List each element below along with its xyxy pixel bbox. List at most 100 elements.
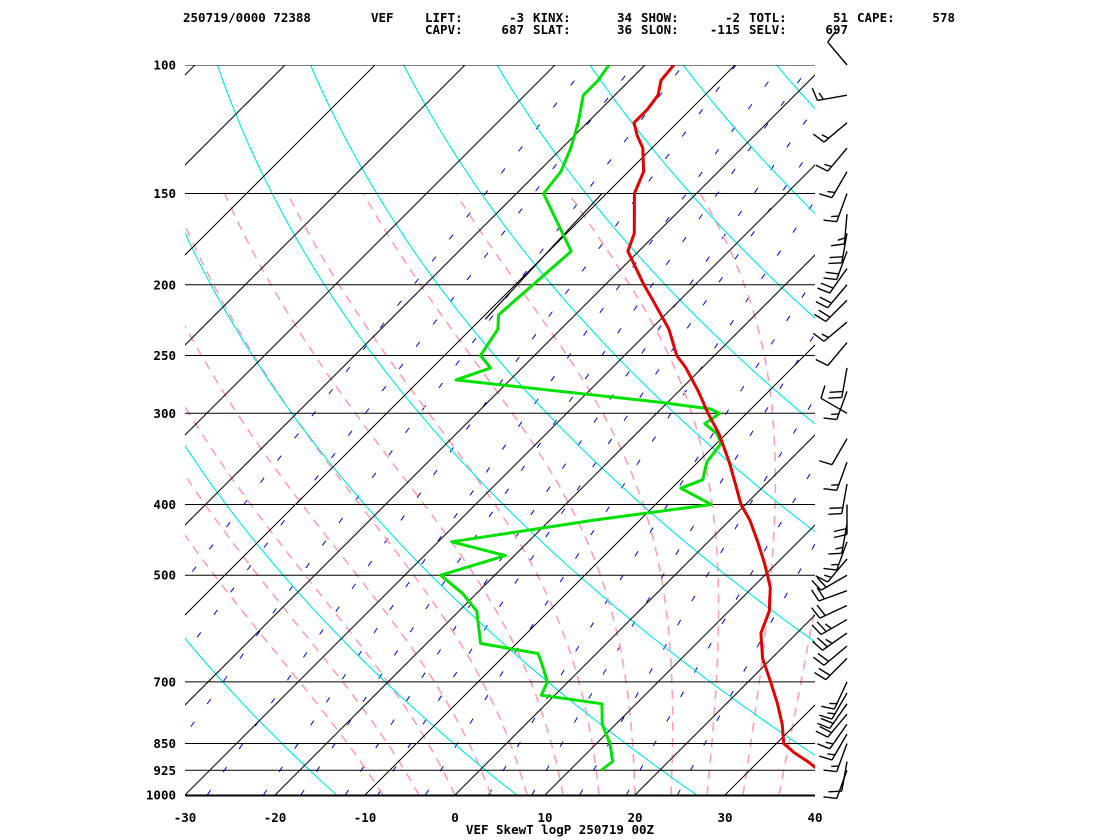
moist-adiabats [185,193,815,795]
isotherm-line [0,65,105,795]
isotherm-line [0,65,15,795]
temperature-tick-label: 0 [451,810,459,825]
moist-adiabat [362,193,636,795]
wind-barb [819,692,848,720]
isotherm-line [274,254,815,795]
wind-barb [823,541,848,571]
moist-adiabat [223,193,564,795]
mixing-ratio-line [424,199,815,795]
dry-adiabat [0,65,157,795]
pressure-tick-label: 850 [153,736,176,751]
mixing-ratio-line [185,65,684,736]
wind-barb [819,438,848,466]
pressure-tick-label: 300 [153,406,176,421]
header-field: 578 [932,10,955,25]
mixing-ratio-line [344,107,815,795]
header-field: -2 [724,10,740,25]
dry-adiabat [309,65,815,643]
wind-barb [811,604,848,619]
wind-barb [833,504,848,539]
wind-barb [815,147,848,172]
isotherm-line [185,65,556,436]
wind-barb [817,268,848,294]
mixing-ratio-line [377,144,815,795]
moist-adiabat [455,193,674,795]
wind-barbs [810,30,848,800]
header-field: LIFT: [425,10,463,25]
isotherm-line [634,614,815,795]
wind-barb [823,251,848,281]
isotherm-line [185,65,286,166]
mixing-ratio-line [579,397,815,795]
header-field: SLON: [641,22,679,37]
profiles [439,65,815,772]
dry-adiabat [870,65,1120,795]
temperature-tick-label: 40 [807,810,822,825]
header-field: 51 [832,10,848,25]
isotherm-line [364,344,815,795]
mixing-ratio-lines [185,65,815,795]
isotherm-line [454,434,815,795]
x-axis-label: VEF SkewT logP 250719 00Z [466,822,655,837]
dry-adiabat [682,65,815,215]
pressure-tick-label: 400 [153,497,176,512]
wind-barb [817,703,848,730]
parcel-segment [484,193,603,320]
wind-barb [811,87,848,102]
header-field: TOTL: [749,10,787,25]
header-field: KINX: [533,10,571,25]
wind-barb [815,558,848,583]
moist-adiabat [185,405,456,795]
header-field: 34 [616,10,632,25]
mixing-ratio-line [300,65,812,795]
isotherm-line [905,65,1120,795]
temperature-tick-label: 10 [537,810,552,825]
header-field: CAPE: [857,10,895,25]
dry-adiabat [589,65,815,319]
mixing-ratio-line [677,542,815,795]
moist-adiabat [185,323,492,795]
wind-barb [828,233,848,265]
dry-adiabats [0,65,1120,795]
header-field: SHOW: [641,10,679,25]
moist-adiabat [185,473,420,795]
wind-barb [827,30,848,66]
isotherm-line [185,74,815,706]
moist-adiabat [568,193,720,795]
isotherm-line [185,65,736,616]
isotherm-line [185,65,646,526]
pressure-tick-label: 150 [153,186,176,201]
isotherm-line [185,65,376,256]
dry-adiabat [185,231,698,795]
wind-barb [815,713,848,738]
wind-barb [823,461,848,492]
pressure-tick-labels: 100 150 200 250 300 400 500 700 850 925 1000 [146,58,176,803]
isotherms [0,65,1120,795]
header-field: 697 [825,22,848,37]
wind-barb [811,618,848,636]
wind-barb [821,681,848,710]
isobars [185,65,815,795]
temperature-tick-label: -10 [354,810,377,825]
header-field: -115 [709,22,740,37]
temperature-tick-labels: -30 -20 -10 0 10 20 30 40 [174,810,823,825]
pressure-tick-label: 1000 [146,788,176,803]
header-field: CAPV: [425,22,463,37]
temperature-tick-label: 30 [717,810,732,825]
mixing-ratio-line [531,332,815,795]
plot-frame-bottom [185,795,815,797]
dry-adiabat [963,65,1120,795]
pressure-tick-label: 100 [153,58,176,73]
mixing-ratio-line [262,65,782,795]
temperature-tick-label: 20 [627,810,642,825]
dry-adiabat [496,65,815,425]
pressure-tick-label: 250 [153,348,176,363]
wind-barb [820,385,848,414]
wind-barb [814,299,848,323]
wind-barb [817,723,848,750]
header-field: SELV: [749,22,787,37]
dewpoint-line [439,65,723,772]
pressure-tick-label: 700 [153,674,176,689]
isotherm-line [814,794,815,795]
